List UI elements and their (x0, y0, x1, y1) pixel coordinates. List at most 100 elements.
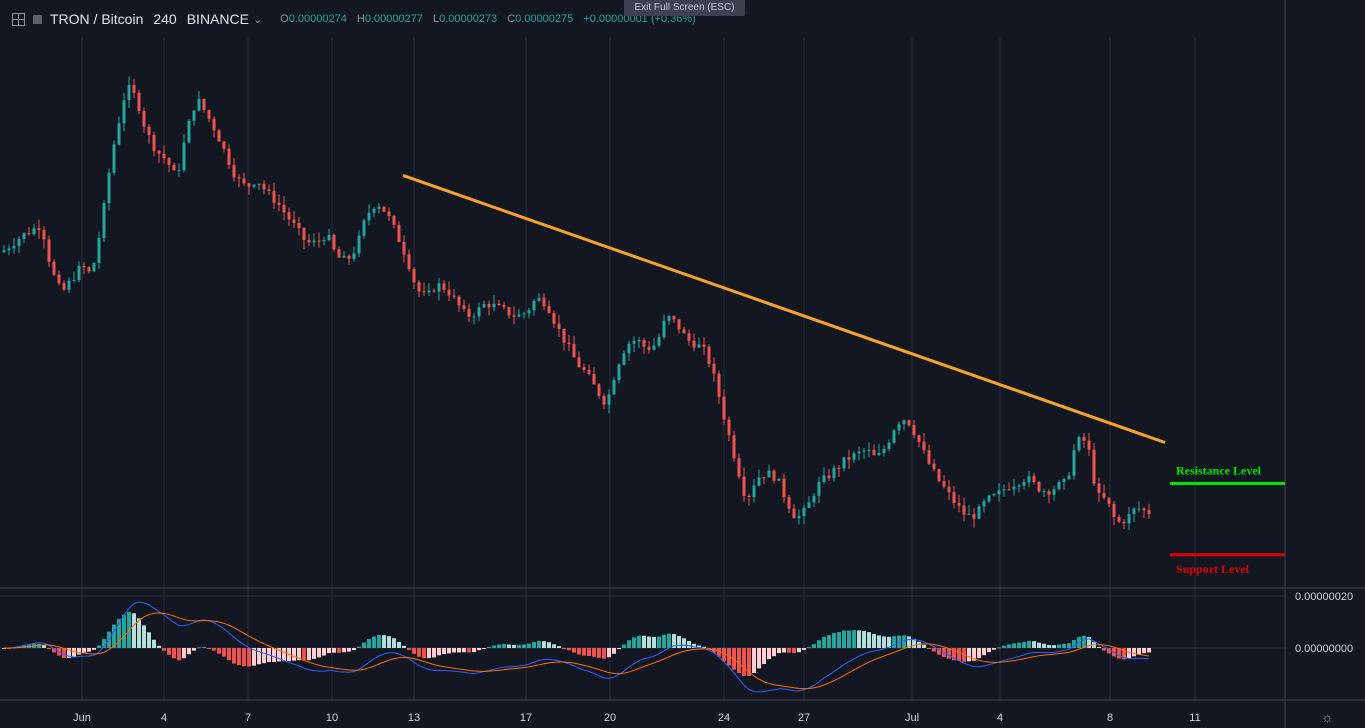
candle-body (977, 506, 981, 519)
candle-body (157, 150, 161, 154)
candle-body (632, 341, 636, 344)
macd-histogram-bar (967, 648, 971, 662)
candle-body (37, 228, 41, 231)
macd-histogram-bar (47, 648, 51, 649)
time-tick-label: Jun (73, 712, 91, 724)
macd-histogram-bar (917, 641, 921, 648)
macd-histogram-bar (237, 648, 241, 666)
macd-histogram-bar (1042, 643, 1046, 648)
macd-histogram-bar (457, 648, 461, 653)
gear-icon[interactable]: ☼ (1321, 709, 1334, 725)
candle-body (692, 340, 696, 348)
macd-histogram-bar (282, 648, 286, 662)
candle-body (777, 478, 781, 481)
macd-histogram-bar (1102, 648, 1106, 651)
macd-histogram-bar (1032, 641, 1036, 648)
candle-body (727, 419, 731, 436)
macd-histogram-bar (1027, 640, 1031, 648)
macd-histogram-bar (82, 648, 86, 653)
candle-body (622, 353, 626, 365)
candle-body (2, 250, 6, 253)
candle-body (597, 384, 601, 396)
macd-histogram-bar (737, 648, 741, 674)
candle-body (1142, 508, 1146, 511)
macd-histogram-bar (487, 646, 491, 648)
macd-histogram-bar (912, 638, 916, 648)
macd-histogram-bar (652, 636, 656, 648)
macd-histogram-bar (187, 648, 191, 655)
macd-histogram-bar (112, 624, 116, 648)
macd-histogram-bar (117, 619, 121, 648)
candle-body (1067, 475, 1071, 479)
exchange-label[interactable]: BINANCE (186, 11, 249, 27)
macd-histogram-bar (497, 644, 501, 648)
candle-body (87, 267, 91, 272)
candle-body (57, 274, 61, 284)
macd-histogram-bar (617, 648, 621, 650)
candle-body (567, 342, 571, 345)
macd-histogram-bar (477, 648, 481, 651)
add-symbol-icon[interactable] (12, 12, 25, 26)
time-tick-label: 8 (1107, 712, 1113, 724)
candle-body (122, 100, 126, 124)
candle-body (147, 126, 151, 135)
candle-body (872, 449, 876, 456)
symbol-header: TRON / Bitcoin 240 BINANCE ⌄ O0.00000274… (0, 0, 1285, 38)
symbol-logo-icon (33, 14, 42, 24)
candle-body (77, 265, 81, 281)
candle-body (357, 235, 361, 254)
macd-histogram-bar (597, 648, 601, 658)
macd-histogram-bar (767, 648, 771, 660)
candle-body (757, 477, 761, 486)
candle-body (547, 306, 551, 314)
exit-fullscreen-button[interactable]: Exit Full Screen (ESC) (624, 0, 745, 16)
candle-body (317, 240, 321, 242)
candle-body (1117, 517, 1121, 522)
candle-body (637, 340, 641, 342)
candle-body (847, 457, 851, 460)
macd-histogram-bar (37, 643, 41, 648)
candle-body (1062, 478, 1066, 483)
macd-histogram-bar (697, 645, 701, 648)
candle-body (1102, 493, 1106, 498)
macd-histogram-bar (297, 648, 301, 661)
macd-histogram-bar (537, 640, 541, 648)
time-tick-label: 24 (718, 712, 730, 724)
macd-histogram-bar (647, 636, 651, 648)
candle-body (1147, 510, 1151, 514)
macd-histogram-bar (677, 635, 681, 648)
macd-histogram-bar (207, 648, 211, 649)
annotations: Resistance Level Support Level (402, 173, 1285, 576)
candle-body (152, 134, 156, 151)
candle-body (177, 170, 181, 172)
candle-body (212, 118, 216, 131)
macd-histogram-bar (472, 648, 476, 653)
ohlc-high: H0.00000277 (356, 13, 423, 25)
candle-body (82, 265, 86, 268)
candle-body (542, 297, 546, 307)
chevron-down-icon[interactable]: ⌄ (252, 13, 263, 26)
macd-histogram-bar (462, 648, 466, 653)
candle-body (1077, 436, 1081, 451)
interval-label[interactable]: 240 (153, 11, 177, 27)
candle-body (1047, 491, 1051, 495)
candle-body (412, 269, 416, 283)
candle-body (17, 238, 21, 246)
candle-body (627, 343, 631, 354)
macd-histogram-bar (872, 633, 876, 648)
macd-histogram-bar (347, 648, 351, 652)
macd-tick-label: 0.00000020 (1295, 591, 1353, 603)
candle-body (112, 144, 116, 173)
candle-body (277, 202, 281, 205)
symbol-name[interactable]: TRON / Bitcoin (50, 11, 144, 27)
candle-body (467, 308, 471, 317)
macd-histogram-bar (412, 648, 416, 654)
candle-body (582, 367, 586, 370)
macd-histogram-bar (137, 618, 141, 648)
candle-body (857, 451, 861, 454)
candle-body (752, 485, 756, 498)
macd-histogram-bar (442, 648, 446, 655)
macd-histogram-bar (147, 632, 151, 648)
candle-body (327, 234, 331, 241)
